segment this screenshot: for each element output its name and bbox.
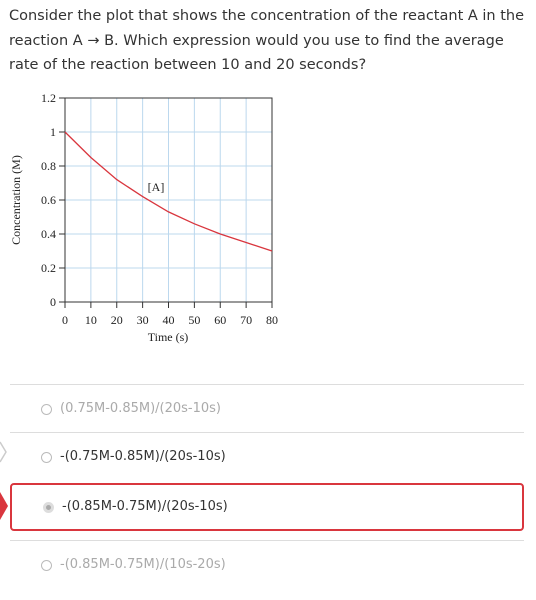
markers bbox=[0, 441, 8, 520]
option-text: -(0.85M-0.75M)/(10s-20s) bbox=[60, 557, 226, 572]
line bbox=[64, 131, 273, 252]
question: Consider the plot that shows the concent… bbox=[9, 8, 525, 73]
x-tick-label: 40 bbox=[163, 313, 175, 327]
y-tick-label: 0 bbox=[50, 295, 56, 309]
option[interactable]: -(0.85M-0.75M)/(10s-20s) bbox=[10, 543, 524, 589]
x-tick-label: 50 bbox=[188, 313, 200, 327]
chevron bbox=[0, 441, 7, 463]
separator bbox=[10, 432, 524, 433]
separator bbox=[10, 384, 524, 385]
chart: Time (s) Concentration (M) 0 10 20 30 40 50 60… bbox=[9, 91, 278, 344]
annotation: [A] bbox=[148, 180, 165, 194]
separator bbox=[10, 540, 524, 541]
y-tick-label: 0.4 bbox=[41, 227, 56, 241]
option[interactable]: -(0.75M-0.85M)/(20s-10s) bbox=[10, 435, 524, 481]
x-tick-label: 0 bbox=[62, 313, 68, 327]
x-tick-label: 60 bbox=[214, 313, 226, 327]
option[interactable]: -(0.85M-0.75M)/(20s-10s) bbox=[10, 483, 524, 531]
x-axis-label: Time (s) bbox=[148, 330, 189, 344]
x-tick-label: 20 bbox=[111, 313, 123, 327]
y-tick-label: 1 bbox=[50, 125, 56, 139]
option-text: -(0.75M-0.85M)/(20s-10s) bbox=[60, 449, 226, 464]
plot-frame bbox=[64, 97, 273, 303]
option-text: (0.75M-0.85M)/(20s-10s) bbox=[60, 401, 222, 416]
y-tick-label: 1.2 bbox=[41, 91, 56, 105]
current-marker bbox=[0, 492, 8, 520]
x-tick-label: 30 bbox=[137, 313, 149, 327]
y-axis-label: Concentration (M) bbox=[9, 155, 23, 245]
x-tick-label: 80 bbox=[266, 313, 278, 327]
option-text: -(0.85M-0.75M)/(20s-10s) bbox=[62, 499, 228, 514]
x-tick-label: 10 bbox=[85, 313, 97, 327]
y-tick-label: 0.6 bbox=[41, 193, 56, 207]
x-tick-label: 70 bbox=[240, 313, 252, 327]
y-tick-label: 0.2 bbox=[41, 261, 56, 275]
option[interactable]: (0.75M-0.85M)/(20s-10s) bbox=[10, 387, 524, 433]
y-tick-label: 0.8 bbox=[41, 159, 56, 173]
